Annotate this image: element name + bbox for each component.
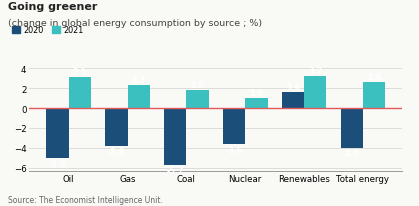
Text: -5.0: -5.0: [49, 159, 66, 168]
Bar: [164, 109, 186, 165]
Text: Source: The Economist Intelligence Unit.: Source: The Economist Intelligence Unit.: [8, 195, 163, 204]
Bar: [46, 109, 69, 158]
Text: -3.6: -3.6: [225, 145, 243, 154]
Text: 2.6: 2.6: [367, 73, 381, 82]
Legend: 2020, 2021: 2020, 2021: [9, 23, 87, 38]
Text: 3.2: 3.2: [308, 67, 322, 76]
Bar: [186, 91, 209, 109]
Text: -5.7: -5.7: [166, 166, 184, 175]
Bar: [341, 109, 363, 148]
Text: 1.8: 1.8: [190, 81, 204, 89]
Bar: [69, 78, 91, 109]
Bar: [127, 86, 150, 109]
Bar: [363, 83, 385, 109]
Bar: [105, 109, 127, 146]
Text: 1.6: 1.6: [286, 82, 300, 91]
Text: 1.0: 1.0: [249, 88, 264, 97]
Text: (change in global energy consumption by source ; %): (change in global energy consumption by …: [8, 19, 263, 27]
Bar: [245, 99, 268, 109]
Text: -4.0: -4.0: [343, 149, 360, 158]
Text: Going greener: Going greener: [8, 2, 98, 12]
Bar: [223, 109, 245, 144]
Text: 2.3: 2.3: [132, 76, 146, 84]
Text: 3.1: 3.1: [73, 68, 87, 77]
Text: -3.8: -3.8: [108, 147, 125, 156]
Bar: [304, 77, 326, 109]
Bar: [282, 93, 304, 109]
